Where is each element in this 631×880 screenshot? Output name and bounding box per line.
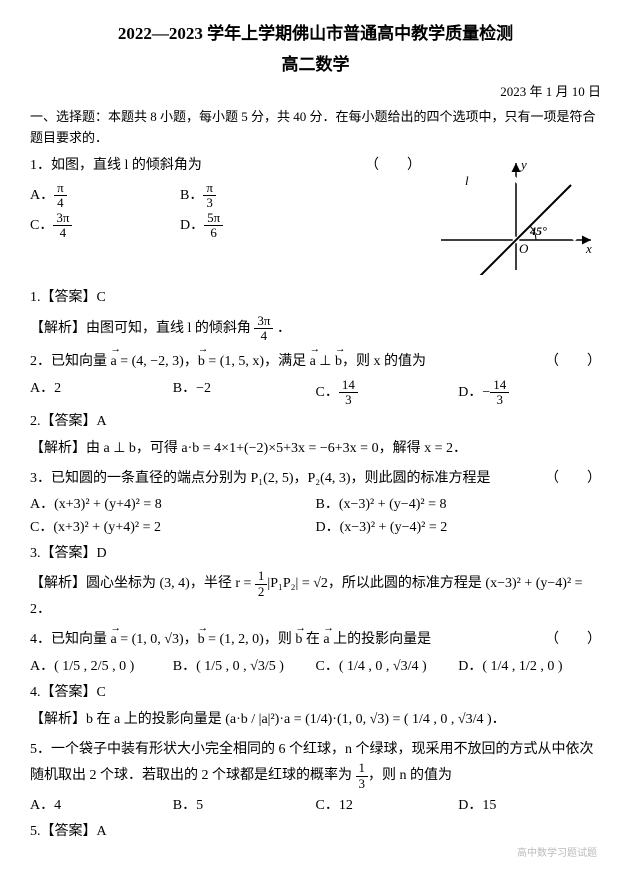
page-title: 2022—2023 学年上学期佛山市普通高中教学质量检测: [30, 20, 601, 47]
q2-opt-b: B．−2: [173, 378, 316, 408]
q1-paren: （ ）: [365, 155, 421, 177]
q3-paren: （ ）: [545, 468, 601, 490]
q4-opt-c: C．( 1/4 , 0 , √3/4 ): [316, 656, 459, 678]
q3-opt-a: A．(x+3)² + (y+4)² = 8: [30, 494, 316, 516]
q2-stem: 2．已知向量 a = (4, −2, 3)，b = (1, 5, x)，满足 a…: [30, 351, 426, 373]
q5-options: A．4 B．5 C．12 D．15: [30, 795, 601, 817]
q3-opt-c: C．(x+3)² + (y+4)² = 2: [30, 517, 316, 539]
q2-paren: （ ）: [545, 351, 601, 373]
question-2: 2．已知向量 a = (4, −2, 3)，b = (1, 5, x)，满足 a…: [30, 351, 601, 407]
q5-stem: 5．一个袋子中装有形状大小完全相同的 6 个红球，n 个绿球，现采用不放回的方式…: [30, 742, 594, 783]
q4-options: A．( 1/5 , 2/5 , 0 ) B．( 1/5 , 0 , √3/5 )…: [30, 656, 601, 678]
q5-opt-a: A．4: [30, 795, 173, 817]
q1-opt-b: B．π3: [180, 181, 330, 211]
q1-opt-d: D．5π6: [180, 211, 330, 241]
question-3: 3．已知圆的一条直径的端点分别为 P₁(2, 5)，P₂(4, 3)，则此圆的标…: [30, 468, 601, 539]
q5-opt-b: B．5: [173, 795, 316, 817]
q1-answer: 1.【答案】C: [30, 287, 601, 309]
q4-paren: （ ）: [545, 629, 601, 651]
svg-text:O: O: [519, 241, 529, 256]
q4-analysis: 【解析】b 在 a 上的投影向量是 (a·b / |a|²)·a = (1/4)…: [30, 709, 601, 731]
q2-analysis: 【解析】由 a ⊥ b，可得 a·b = 4×1+(−2)×5+3x = −6+…: [30, 438, 601, 460]
q3-stem: 3．已知圆的一条直径的端点分别为 P₁(2, 5)，P₂(4, 3)，则此圆的标…: [30, 468, 490, 490]
svg-text:l: l: [465, 173, 469, 188]
q1-opt-c: C．3π4: [30, 211, 180, 241]
q4-stem: 4．已知向量 a = (1, 0, √3)，b = (1, 2, 0)，则 b …: [30, 629, 431, 651]
q1-figure: 45° x y O l: [431, 155, 601, 283]
q4-opt-b: B．( 1/5 , 0 , √3/5 ): [173, 656, 316, 678]
q1-stem: 1．如图，直线 l 的倾斜角为: [30, 155, 202, 177]
q2-answer: 2.【答案】A: [30, 411, 601, 433]
watermark: 高中数学习题试题: [517, 846, 597, 862]
question-1: 45° x y O l 1．如图，直线 l 的倾斜角为 （ ） A．π4 B．π…: [30, 155, 601, 283]
q2-opt-c: C．143: [316, 378, 459, 408]
question-4: 4．已知向量 a = (1, 0, √3)，b = (1, 2, 0)，则 b …: [30, 629, 601, 678]
q3-answer: 3.【答案】D: [30, 543, 601, 565]
page-subtitle: 高二数学: [30, 51, 601, 78]
q2-opt-a: A．2: [30, 378, 173, 408]
q5-opt-d: D．15: [458, 795, 601, 817]
q3-analysis: 【解析】圆心坐标为 (3, 4)，半径 r = 12|P₁P₂| = √2，所以…: [30, 569, 601, 621]
q3-opt-b: B．(x−3)² + (y−4)² = 8: [316, 494, 602, 516]
q5-answer: 5.【答案】A: [30, 821, 601, 843]
q2-options: A．2 B．−2 C．143 D．−143: [30, 378, 601, 408]
svg-text:x: x: [585, 241, 592, 256]
question-5: 5．一个袋子中装有形状大小完全相同的 6 个红球，n 个绿球，现采用不放回的方式…: [30, 739, 601, 817]
q2-opt-d: D．−143: [458, 378, 601, 408]
svg-text:y: y: [519, 157, 527, 172]
q1-analysis: 【解析】由图可知，直线 l 的倾斜角 3π4 ．: [30, 314, 601, 344]
svg-text:45°: 45°: [529, 224, 547, 238]
q3-options: A．(x+3)² + (y+4)² = 8 B．(x−3)² + (y−4)² …: [30, 494, 601, 539]
q1-options: A．π4 B．π3 C．3π4 D．5π6: [30, 181, 330, 240]
q4-opt-d: D．( 1/4 , 1/2 , 0 ): [458, 656, 601, 678]
q4-opt-a: A．( 1/5 , 2/5 , 0 ): [30, 656, 173, 678]
q1-opt-a: A．π4: [30, 181, 180, 211]
q4-answer: 4.【答案】C: [30, 682, 601, 704]
q5-opt-c: C．12: [316, 795, 459, 817]
q3-opt-d: D．(x−3)² + (y−4)² = 2: [316, 517, 602, 539]
exam-date: 2023 年 1 月 10 日: [30, 82, 601, 103]
section-intro: 一、选择题：本题共 8 小题，每小题 5 分，共 40 分．在每小题给出的四个选…: [30, 107, 601, 149]
